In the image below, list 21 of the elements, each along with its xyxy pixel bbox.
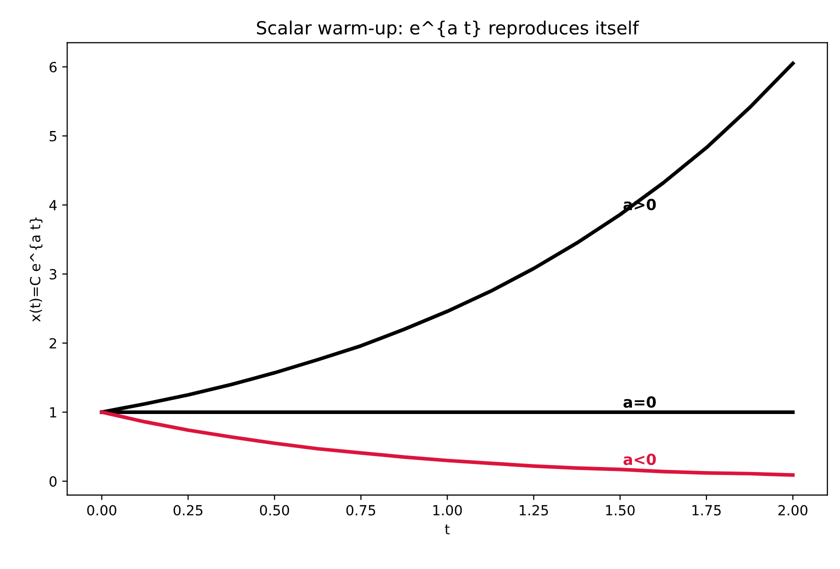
y-axis-title: x(t)=C e^{a t} bbox=[30, 217, 42, 322]
y-tick-label: 4 bbox=[49, 200, 57, 210]
series-label: a=0 bbox=[624, 396, 656, 408]
x-tick-label: 0.00 bbox=[87, 504, 116, 516]
x-axis-title: t bbox=[444, 524, 450, 534]
y-tick-label: 1 bbox=[50, 407, 56, 418]
y-tick-label: 3 bbox=[50, 269, 56, 280]
x-tick-label: 1.50 bbox=[606, 504, 635, 516]
y-tick-label: 5 bbox=[50, 131, 56, 142]
y-tick-label: 0 bbox=[50, 476, 57, 487]
x-tick-label: 2.00 bbox=[778, 504, 808, 516]
x-tick-label: 0.50 bbox=[260, 504, 290, 516]
y-tick-label: 2 bbox=[50, 338, 56, 348]
x-tick-label: 0.75 bbox=[346, 504, 376, 516]
y-tick-label: 6 bbox=[50, 62, 57, 72]
chart-title: Scalar warm-up: e^{a t} reproduces itself bbox=[256, 20, 640, 38]
x-tick-label: 1.25 bbox=[520, 504, 548, 516]
x-tick-label: 1.00 bbox=[433, 504, 462, 516]
x-tick-label: 1.75 bbox=[692, 505, 721, 516]
x-tick-label: 0.25 bbox=[174, 504, 202, 516]
series-label: a<0 bbox=[624, 454, 656, 466]
